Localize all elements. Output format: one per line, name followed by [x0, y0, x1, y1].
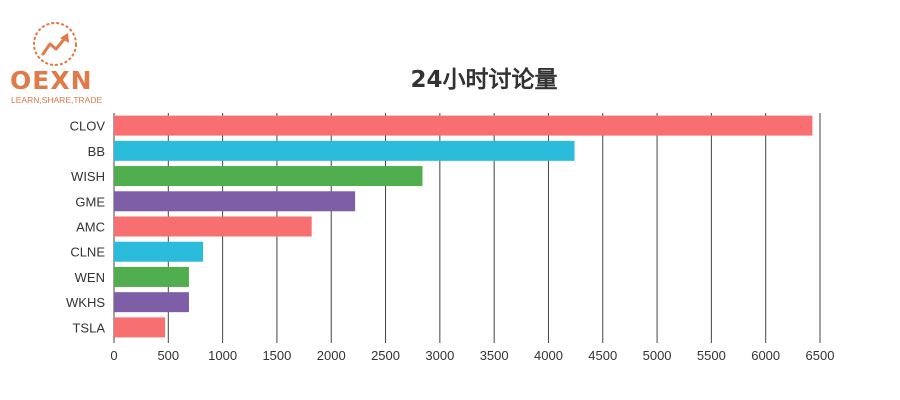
bar: [114, 191, 356, 212]
x-tick-label: 4500: [588, 348, 617, 363]
logo-text: OEXN: [10, 66, 93, 95]
chart-title: 24小时讨论量: [410, 67, 558, 93]
category-label: TSLA: [72, 320, 105, 335]
bar: [114, 241, 204, 262]
category-label: AMC: [76, 220, 105, 235]
category-label: WISH: [71, 169, 105, 184]
x-tick-label: 3000: [425, 348, 454, 363]
category-label: GME: [75, 194, 105, 209]
x-tick-label: 3500: [480, 348, 509, 363]
category-label: CLNE: [70, 245, 105, 260]
bar: [114, 115, 813, 136]
x-tick-label: 6000: [751, 348, 780, 363]
bar: [114, 266, 189, 287]
x-tick-label: 1000: [208, 348, 237, 363]
bar: [114, 216, 312, 237]
bar: [114, 292, 189, 313]
logo-tagline: LEARN,SHARE,TRADE: [11, 95, 103, 105]
x-tick-label: 2500: [371, 348, 400, 363]
category-label: WEN: [75, 270, 105, 285]
x-tick-label: 1500: [262, 348, 291, 363]
x-tick-label: 6500: [806, 348, 835, 363]
x-tick-label: 4000: [534, 348, 563, 363]
category-label: BB: [88, 144, 105, 159]
x-tick-label: 5500: [697, 348, 726, 363]
bar: [114, 317, 166, 338]
bar: [114, 166, 423, 187]
x-tick-label: 0: [110, 348, 117, 363]
bar: [114, 140, 575, 161]
x-tick-label: 2000: [317, 348, 346, 363]
category-label: WKHS: [66, 295, 105, 310]
x-tick-label: 5000: [643, 348, 672, 363]
x-tick-label: 500: [157, 348, 179, 363]
rising-arrow-circle-icon: [33, 22, 77, 66]
category-label: CLOV: [70, 119, 106, 134]
